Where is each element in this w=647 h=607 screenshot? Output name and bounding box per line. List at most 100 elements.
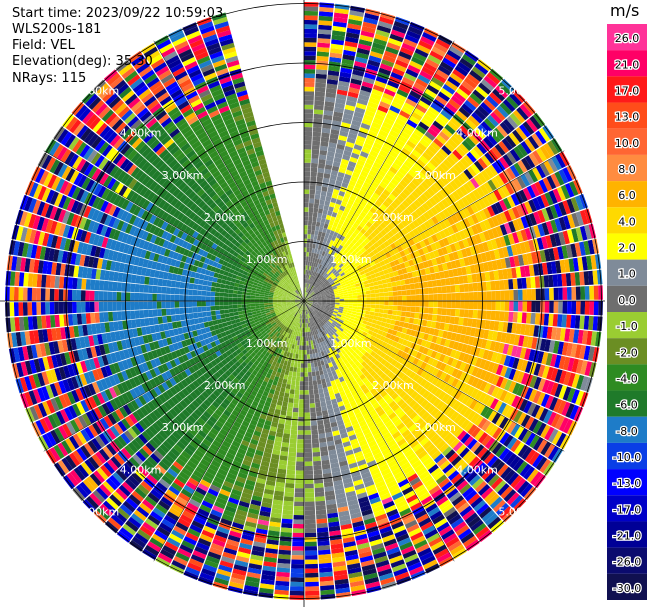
radar-gate [354, 60, 367, 68]
radar-gate [404, 34, 420, 44]
radar-gate [369, 244, 376, 251]
radar-gate [295, 470, 304, 475]
radar-gate [398, 84, 411, 94]
radar-gate [386, 42, 401, 51]
radar-gate [391, 162, 401, 171]
radar-gate [431, 225, 439, 234]
radar-gate [309, 189, 316, 195]
radar-ray [304, 42, 466, 301]
radar-gate [280, 531, 292, 538]
radar-gate [348, 87, 360, 94]
radar-gate [382, 92, 394, 101]
radar-gate [509, 92, 522, 106]
radar-gate [298, 354, 302, 359]
radar-gate [304, 358, 308, 364]
radar-gate [531, 133, 543, 147]
radar-gate [398, 151, 409, 160]
radar-gate [396, 183, 406, 192]
radar-gate [446, 206, 455, 216]
radar-gate [391, 126, 402, 135]
radar-gate [433, 73, 447, 84]
radar-gate [405, 224, 413, 233]
radar-gate [420, 181, 430, 190]
radar-gate [404, 278, 410, 285]
radar-gate [308, 252, 312, 257]
radar-gate [423, 211, 431, 221]
radar-gate [289, 590, 304, 596]
radar-gate [489, 130, 501, 143]
radar-gate [358, 39, 373, 47]
radar-gate [330, 129, 340, 135]
radar-gate [410, 165, 420, 175]
radar-gate [311, 293, 316, 297]
radar-gate [316, 375, 321, 381]
radar-gate [312, 375, 317, 381]
radar-ray [304, 21, 425, 301]
radar-gate [293, 506, 304, 511]
radar-gate [356, 135, 366, 143]
radar-gate [312, 380, 318, 386]
radar-gate [401, 290, 407, 296]
radar-gate [384, 301, 389, 306]
radar-gate [373, 281, 379, 286]
radar-gate [476, 186, 486, 198]
radar-gate [420, 168, 430, 178]
radar-gate [452, 149, 463, 160]
radar-gate [343, 207, 351, 214]
radar-gate [323, 205, 329, 211]
radar-gate [371, 254, 378, 261]
radar-gate [486, 281, 492, 291]
radar-gate [325, 196, 332, 202]
radar-gate [332, 30, 346, 37]
radar-gate [470, 177, 480, 189]
radar-gate [304, 443, 312, 449]
radar-gate [332, 21, 347, 28]
radar-gate [508, 311, 514, 322]
radar-gate [462, 183, 472, 194]
radar-gate [348, 247, 355, 254]
radar-gate [352, 267, 358, 272]
radar-gate [437, 113, 450, 124]
radar-gate [566, 287, 572, 300]
radar-gate [315, 500, 326, 506]
radar-gate [358, 94, 370, 102]
radar-gate [315, 267, 319, 273]
radar-gate [363, 259, 370, 265]
radar-gate [503, 279, 509, 290]
radar-gate [316, 55, 329, 62]
radar-gate [496, 105, 509, 118]
radar-gate [375, 218, 383, 225]
radar-gate [318, 208, 324, 214]
radar-gate [410, 132, 422, 142]
radar-gate [356, 178, 365, 186]
radar-gate [316, 518, 328, 524]
radar-gate [290, 434, 297, 440]
radar-gate [313, 384, 318, 390]
radar-gate [419, 288, 425, 295]
radar-gate [299, 385, 304, 391]
radar-gate [283, 374, 289, 380]
radar-gate [306, 294, 310, 298]
radar-gate [414, 312, 420, 319]
radar-gate [396, 285, 402, 291]
radar-gate [342, 276, 348, 281]
radar-gate [288, 452, 297, 457]
radar-gate [306, 256, 309, 261]
radar-gate [480, 102, 493, 114]
radar-gate [435, 95, 448, 106]
radar-gate [437, 293, 443, 301]
radar-gate [306, 293, 310, 298]
radar-gate [312, 443, 320, 448]
radar-gate [393, 122, 404, 131]
radar-gate [442, 208, 451, 218]
radar-gate [444, 124, 456, 135]
radar-gate [493, 127, 505, 141]
radar-gate [322, 177, 330, 183]
radar-gate [297, 358, 301, 364]
radar-gate [307, 294, 311, 298]
radar-gate [353, 298, 358, 301]
radar-gate [304, 193, 310, 199]
radar-gate [304, 91, 315, 96]
radar-gate [422, 151, 432, 162]
radar-gate [296, 461, 304, 467]
